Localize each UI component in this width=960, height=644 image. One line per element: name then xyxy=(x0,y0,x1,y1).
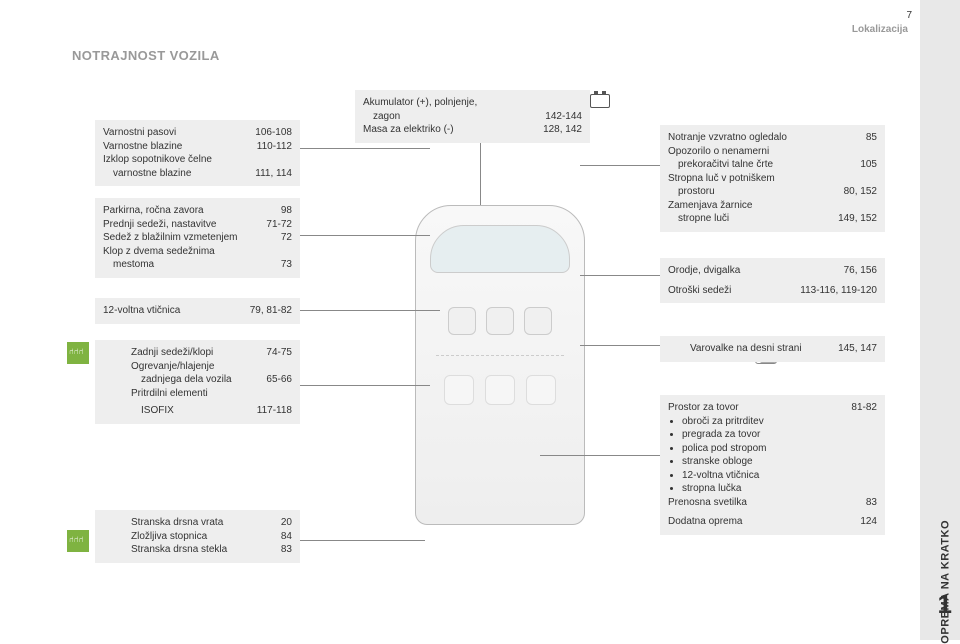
label: Varnostni pasovi xyxy=(103,126,176,140)
page-ref: 117-118 xyxy=(257,404,292,418)
box-cargo: Prostor za tovor 81-82 obroči za pritrdit… xyxy=(660,395,885,535)
label: Sedež z blažilnim vzmetenjem xyxy=(103,231,238,245)
page-ref: 128, 142 xyxy=(543,123,582,137)
box-tools-childseats: Orodje, dvigalka 76, 156 Otroški sedeži 11… xyxy=(660,258,885,303)
label: Akumulator (+), polnjenje, xyxy=(363,96,477,110)
page-ref: 74-75 xyxy=(266,346,292,360)
page-number: 7 xyxy=(906,10,912,21)
label: zadnjega dela vozila xyxy=(131,373,232,387)
page-ref: 76, 156 xyxy=(844,264,877,278)
label: prekoračitvi talne črte xyxy=(668,158,773,172)
box-seats-front: Parkirna, ročna zavora 98 Prednji sedeži,… xyxy=(95,198,300,278)
page-title: NOTRAJNOST VOZILA xyxy=(72,48,220,63)
label: Orodje, dvigalka xyxy=(668,264,740,278)
box-side-doors: Stranska drsna vrata 20 Zložljiva stopnic… xyxy=(95,510,300,563)
page-ref: 73 xyxy=(281,258,292,272)
list-item: pregrada za tovor xyxy=(682,428,877,442)
page-ref: 106-108 xyxy=(255,126,292,140)
label: Zložljiva stopnica xyxy=(131,530,207,544)
leader-line xyxy=(300,148,430,149)
chapter-number: 1 xyxy=(938,589,952,620)
label: mestoma xyxy=(103,258,154,272)
box-safety: Varnostni pasovi 106-108 Varnostne blazin… xyxy=(95,120,300,186)
list-item: obroči za pritrditev xyxy=(682,415,877,429)
label: varnostne blazine xyxy=(103,167,191,181)
label: prostoru xyxy=(668,185,715,199)
page-ref: 84 xyxy=(281,530,292,544)
label: Notranje vzvratno ogledalo xyxy=(668,131,787,145)
page-ref: 98 xyxy=(281,204,292,218)
battery-icon xyxy=(590,94,610,108)
label: Zamenjava žarnice xyxy=(668,199,752,213)
label: Pritrdilni elementi xyxy=(131,387,208,401)
page-ref: 105 xyxy=(860,158,877,172)
front-seat xyxy=(448,307,476,335)
side-label: OPREMA NA KRATKO xyxy=(940,520,952,644)
cargo-list: obroči za pritrditev pregrada za tovor p… xyxy=(682,415,877,496)
label: Ogrevanje/hlajenje xyxy=(131,360,214,374)
label: Varnostne blazine xyxy=(103,140,182,154)
page-ref: 149, 152 xyxy=(838,212,877,226)
label: Zadnji sedeži/klopi xyxy=(131,346,213,360)
page-ref: 111, 114 xyxy=(255,167,292,181)
page-ref: 113-116, 119-120 xyxy=(800,284,877,298)
list-item: stranske obloge xyxy=(682,455,877,469)
box-battery: Akumulator (+), polnjenje, zagon142-144 … xyxy=(355,90,590,143)
leader-line xyxy=(300,235,430,236)
box-fuses: Varovalke na desni strani 145, 147 xyxy=(660,336,885,362)
front-seat xyxy=(524,307,552,335)
cargo-area xyxy=(436,355,564,505)
label: Izklop sopotnikove čelne xyxy=(103,153,212,167)
label: Otroški sedeži xyxy=(668,284,731,298)
label: Stranska drsna vrata xyxy=(131,516,223,530)
label: zagon xyxy=(363,110,400,124)
list-item: polica pod stropom xyxy=(682,442,877,456)
page-ref: 124 xyxy=(860,515,877,529)
leader-line xyxy=(300,385,430,386)
windshield xyxy=(430,225,570,273)
header-section: Lokalizacija xyxy=(852,24,908,35)
box-mirror-lights: Notranje vzvratno ogledalo 85 Opozorilo o… xyxy=(660,125,885,232)
label: Stropna luč v potniškem xyxy=(668,172,775,186)
label: Stranska drsna stekla xyxy=(131,543,227,557)
label: Varovalke na desni strani xyxy=(690,342,802,356)
leader-line xyxy=(540,455,660,456)
page-ref: 83 xyxy=(281,543,292,557)
page-ref: 65-66 xyxy=(266,373,292,387)
page-ref: 72 xyxy=(281,231,292,245)
label: ISOFIX xyxy=(131,404,174,418)
box-rear-seats: Zadnji sedeži/klopi 74-75 Ogrevanje/hlaje… xyxy=(95,340,300,424)
leader-line xyxy=(580,275,660,276)
label: 12-voltna vtičnica xyxy=(103,304,180,318)
leader-line xyxy=(300,310,440,311)
list-item: 12-voltna vtičnica xyxy=(682,469,877,483)
label: Dodatna oprema xyxy=(668,515,743,529)
page-ref: 20 xyxy=(281,516,292,530)
label: stropne luči xyxy=(668,212,729,226)
page-ref: 83 xyxy=(866,496,877,510)
list-item: stropna lučka xyxy=(682,482,877,496)
label: Klop z dvema sedežnima xyxy=(103,245,215,259)
page-ref: 110-112 xyxy=(257,140,292,154)
leader-line xyxy=(300,540,425,541)
page-ref: 142-144 xyxy=(545,110,582,124)
front-seat xyxy=(486,307,514,335)
page-ref: 79, 81-82 xyxy=(250,304,292,318)
label: Prednji sedeži, nastavitve xyxy=(103,218,216,232)
vehicle-diagram xyxy=(390,125,610,545)
label: Masa za elektriko (-) xyxy=(363,123,454,137)
label: Prostor za tovor xyxy=(668,401,739,415)
leader-line xyxy=(580,165,660,166)
seat-icon xyxy=(67,530,89,552)
page-ref: 71-72 xyxy=(266,218,292,232)
label: Prenosna svetilka xyxy=(668,496,747,510)
box-12v: 12-voltna vtičnica 79, 81-82 xyxy=(95,298,300,324)
page-ref: 81-82 xyxy=(851,401,877,415)
seat-icon xyxy=(67,342,89,364)
page-ref: 80, 152 xyxy=(844,185,877,199)
page-ref: 85 xyxy=(866,131,877,145)
page-ref: 145, 147 xyxy=(838,342,877,356)
label: Parkirna, ročna zavora xyxy=(103,204,204,218)
label: Opozorilo o nenamerni xyxy=(668,145,769,159)
